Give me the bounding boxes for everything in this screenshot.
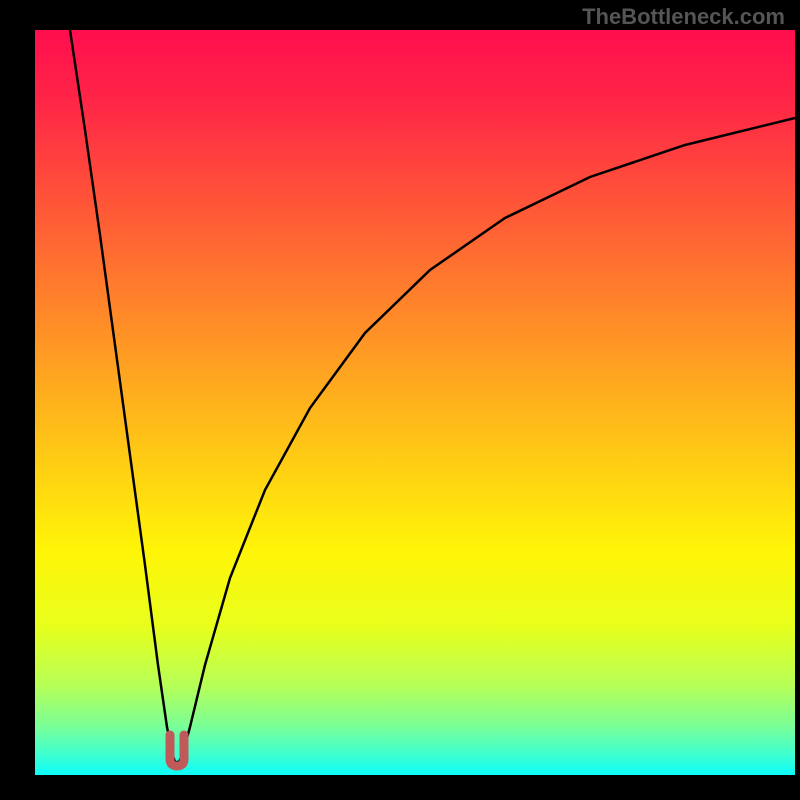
watermark-text: TheBottleneck.com: [582, 4, 785, 30]
plot-background: [35, 30, 795, 775]
bottleneck-chart: [0, 0, 800, 800]
chart-container: TheBottleneck.com: [0, 0, 800, 800]
